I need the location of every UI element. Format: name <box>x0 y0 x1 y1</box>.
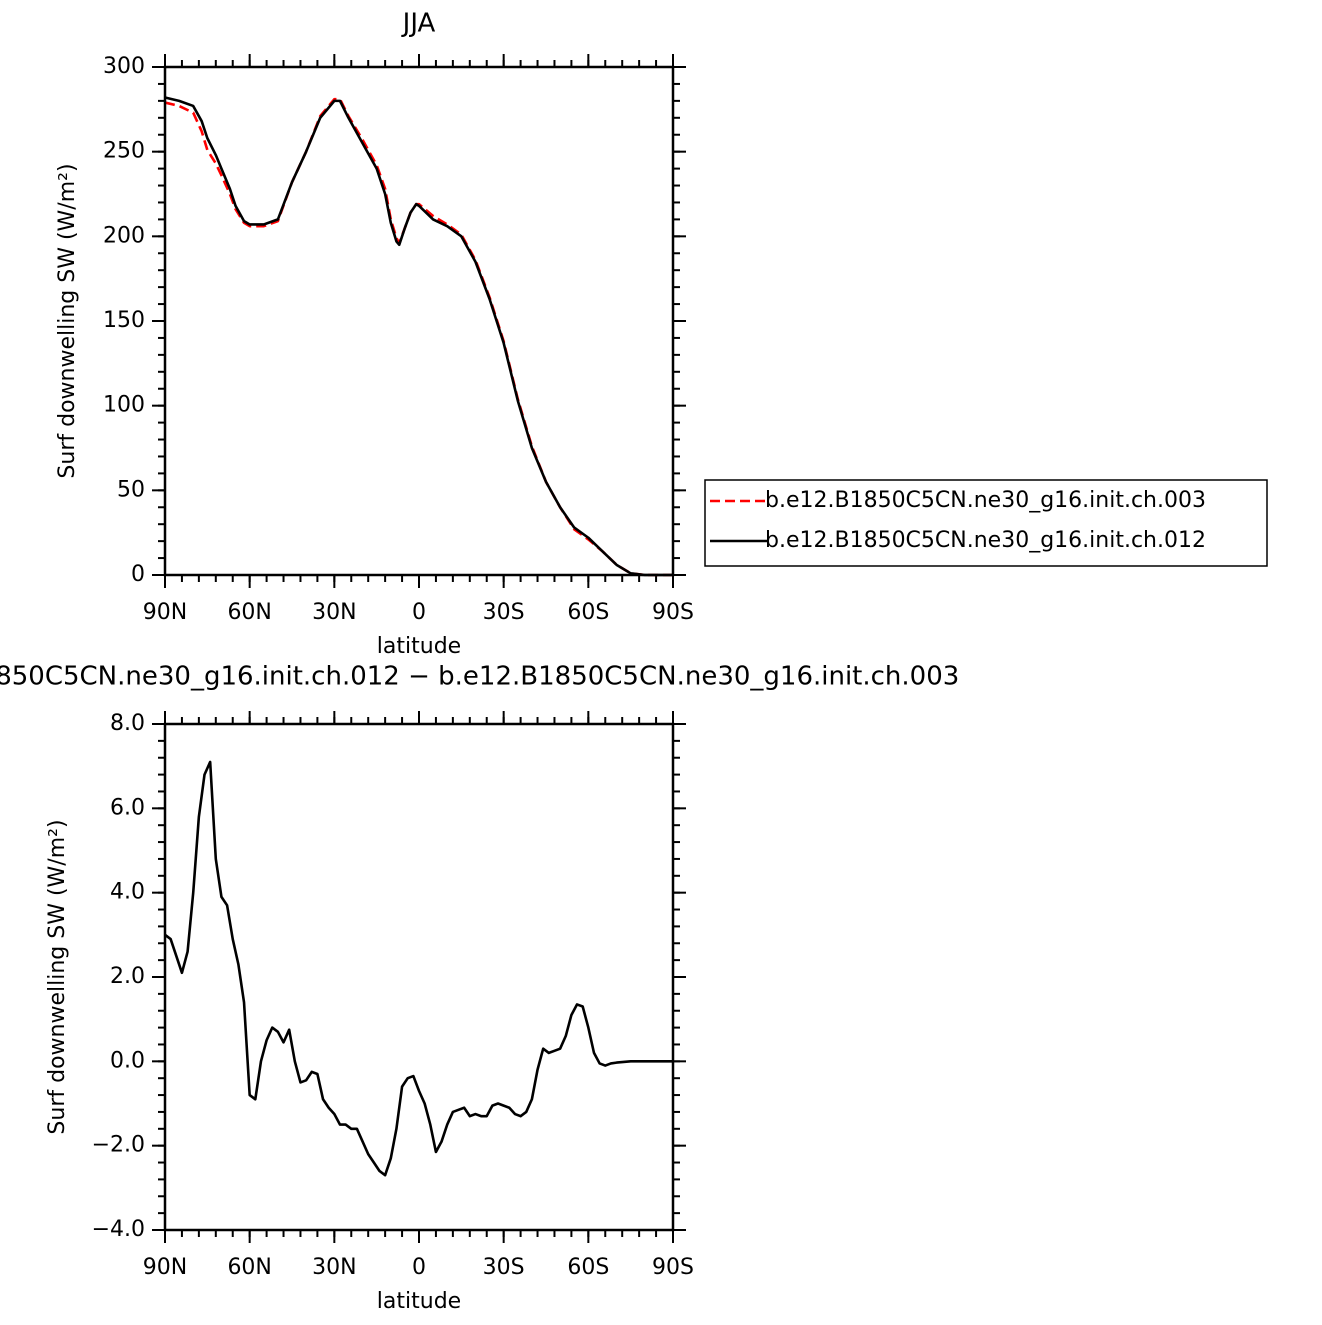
data-line <box>164 97 673 577</box>
y-tick-label: 250 <box>103 139 145 164</box>
x-tick-label: 90S <box>652 600 694 625</box>
chart-title: JJA <box>401 9 436 39</box>
x-tick-label: 90S <box>652 1255 694 1280</box>
x-axis-label: latitude <box>377 634 461 659</box>
x-tick-label: 60S <box>567 600 609 625</box>
legend-box <box>704 479 1268 567</box>
y-tick-label: 0 <box>131 562 145 587</box>
x-tick-label: 30N <box>312 600 356 625</box>
y-tick-label: 100 <box>103 393 145 418</box>
x-axis-label: latitude <box>377 1289 461 1314</box>
plot-frame <box>163 722 675 1232</box>
x-tick-label: 90N <box>143 1255 187 1280</box>
y-tick-label: 50 <box>117 477 145 502</box>
y-axis-label: Surf downwelling SW (W/m²) <box>55 163 80 478</box>
x-tick-label: 0 <box>412 1255 426 1280</box>
legend-label: b.e12.B1850C5CN.ne30_g16.init.ch.012 <box>765 528 1206 553</box>
x-tick-label: 30N <box>312 1255 356 1280</box>
y-tick-label: 200 <box>103 223 145 248</box>
chart-title: b.e12.B1850C5CN.ne30_g16.init.ch.012 − b… <box>0 662 959 692</box>
y-tick-label: 0.0 <box>110 1048 145 1073</box>
y-tick-label: −2.0 <box>92 1133 145 1158</box>
y-tick-label: 8.0 <box>110 711 145 736</box>
y-tick-label: 300 <box>103 54 145 79</box>
data-line <box>164 96 673 577</box>
data-line <box>164 760 673 1177</box>
x-tick-label: 60N <box>227 600 271 625</box>
x-tick-label: 0 <box>412 600 426 625</box>
x-tick-label: 60N <box>227 1255 271 1280</box>
y-tick-label: −4.0 <box>92 1217 145 1242</box>
x-tick-label: 60S <box>567 1255 609 1280</box>
x-tick-label: 30S <box>483 1255 525 1280</box>
y-axis-label: Surf downwelling SW (W/m²) <box>45 819 70 1134</box>
y-tick-label: 4.0 <box>110 880 145 905</box>
x-tick-label: 30S <box>483 600 525 625</box>
x-tick-label: 90N <box>143 600 187 625</box>
legend-label: b.e12.B1850C5CN.ne30_g16.init.ch.003 <box>765 488 1206 513</box>
plot-frame <box>163 65 675 577</box>
y-tick-label: 6.0 <box>110 795 145 820</box>
y-tick-label: 2.0 <box>110 964 145 989</box>
y-tick-label: 150 <box>103 308 145 333</box>
